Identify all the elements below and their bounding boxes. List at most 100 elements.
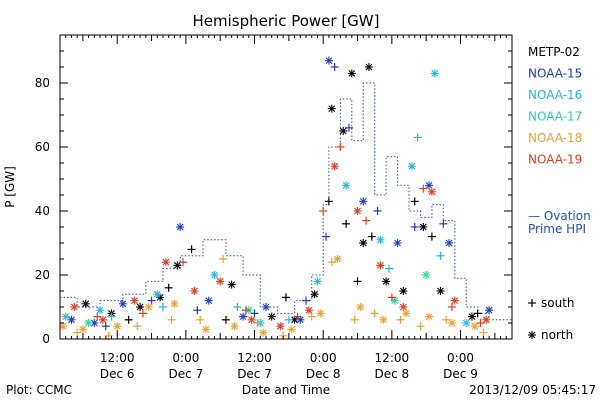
y-tick-label: 20 — [35, 268, 50, 282]
legend-item-noaa-15: NOAA-15 — [528, 67, 582, 81]
data-point-metp-02-south — [164, 283, 173, 292]
x-axis-label: Date and Time — [242, 383, 330, 397]
marker-stroke — [365, 63, 373, 71]
data-point-noaa-19-north — [304, 306, 313, 315]
data-point-noaa-18-north — [333, 255, 342, 263]
data-point-noaa-15-north — [204, 296, 213, 305]
data-point-metp-02-south — [282, 293, 290, 302]
data-point-noaa-18-north — [379, 315, 388, 324]
legend-item-noaa-17: NOAA-17 — [528, 110, 582, 124]
x-tick-label-date: Dec 8 — [306, 367, 341, 381]
data-point-noaa-19-north — [450, 296, 459, 305]
marker-stroke — [96, 306, 104, 314]
marker-stroke — [468, 313, 476, 320]
footer-timestamp: 2013/12/09 05:45:17 — [469, 383, 596, 397]
data-point-metp-02-north — [136, 303, 145, 311]
data-point-noaa-15-south — [373, 207, 382, 215]
axes: 0 20 40 60 80 12:00 Dec 6 0:00 Dec 7 12:00 Dec 7 0:… — [35, 35, 513, 381]
data-point-noaa-16-south — [413, 133, 422, 142]
marker-stroke — [68, 316, 75, 324]
data-point-metp-02-north — [173, 261, 182, 270]
data-point-noaa-18-north — [287, 325, 296, 334]
marker-stroke — [425, 182, 433, 189]
data-point-noaa-16-north — [407, 162, 416, 171]
data-point-noaa-19-north — [330, 162, 339, 171]
ovation-legend-line1: — Ovation — [528, 209, 591, 223]
marker-stroke — [79, 326, 87, 333]
data-point-noaa-15-north — [445, 239, 454, 247]
data-point-metp-02-south — [187, 245, 196, 254]
x-tick-label-date: Dec 9 — [443, 367, 478, 381]
data-point-metp-02-north — [382, 277, 391, 286]
data-point-noaa-18-north — [78, 325, 87, 334]
data-point-noaa-19-south — [179, 258, 188, 267]
x-tick-label-date: Dec 8 — [375, 367, 410, 381]
data-point-noaa-19-north — [70, 303, 79, 311]
x-tick-label-time: 12:00 — [375, 351, 410, 365]
data-point-metp-02-south — [353, 277, 362, 286]
data-point-noaa-19-south — [241, 306, 250, 315]
data-point-metp-02-north — [399, 287, 408, 295]
data-point-noaa-18-north — [402, 309, 411, 318]
marker-stroke — [156, 294, 164, 301]
marker-stroke — [288, 326, 296, 333]
marker-stroke — [311, 290, 318, 298]
data-point-noaa-19-north — [482, 315, 491, 324]
data-point-noaa-16-south — [158, 303, 167, 311]
marker-stroke — [485, 306, 493, 314]
marker-legend-north-label: north — [541, 328, 573, 342]
marker-stroke — [176, 223, 184, 231]
x-tick-label-date: Dec 7 — [169, 367, 204, 381]
data-point-noaa-16-south — [107, 312, 116, 321]
data-point-metp-02-north — [81, 299, 90, 308]
data-point-noaa-18-south — [73, 328, 82, 337]
data-point-metp-02-south — [367, 232, 376, 241]
marker-stroke — [153, 290, 161, 298]
data-point-noaa-18-north — [201, 325, 210, 334]
data-point-noaa-15-south — [410, 223, 419, 231]
data-point-noaa-16-north — [342, 181, 351, 190]
data-point-metp-02-south — [324, 197, 333, 206]
data-point-metp-02-north — [467, 312, 476, 321]
data-point-noaa-16-south — [233, 303, 242, 311]
data-point-noaa-18-south — [167, 315, 176, 324]
marker-stroke — [119, 300, 127, 308]
data-point-noaa-19-south — [93, 312, 102, 321]
marker-stroke — [408, 162, 416, 170]
marker-stroke — [145, 303, 153, 311]
data-point-noaa-15-south — [147, 296, 156, 305]
data-point-metp-02-north — [419, 223, 428, 231]
data-point-noaa-18-north — [230, 322, 239, 331]
data-point-noaa-18-north — [259, 328, 268, 337]
marker-stroke — [528, 331, 536, 339]
data-point-noaa-19-south — [419, 184, 428, 193]
marker-stroke — [377, 236, 384, 244]
marker-stroke — [339, 127, 347, 135]
data-point-noaa-15-south — [250, 309, 259, 318]
x-tick-label-date: Dec 6 — [100, 367, 135, 381]
data-point-noaa-19-north — [130, 296, 139, 305]
marker-stroke — [191, 287, 198, 295]
data-point-noaa-18-south — [396, 315, 405, 324]
data-point-metp-02-south — [410, 197, 419, 206]
data-point-noaa-19-north — [161, 258, 170, 267]
legend-item-noaa-18: NOAA-18 — [528, 131, 582, 145]
plot-frame — [59, 34, 513, 340]
marker-stroke — [425, 313, 433, 320]
marker-stroke — [382, 278, 390, 285]
ovation-legend-line2: Prime HPI — [528, 222, 586, 236]
data-point-noaa-16-south — [284, 315, 293, 324]
data-point-metp-02-north — [267, 312, 276, 321]
data-point-noaa-19-north — [98, 315, 107, 324]
data-point-noaa-18-south — [219, 255, 228, 263]
marker-stroke — [391, 297, 399, 304]
data-point-noaa-15-north — [425, 181, 434, 190]
marker-stroke — [471, 322, 479, 330]
data-point-noaa-18-south — [479, 328, 488, 337]
marker-stroke — [316, 310, 324, 317]
marker-stroke — [394, 239, 401, 247]
marker-stroke — [334, 255, 341, 263]
marker-stroke — [248, 316, 256, 324]
data-point-noaa-15-north — [239, 312, 248, 321]
